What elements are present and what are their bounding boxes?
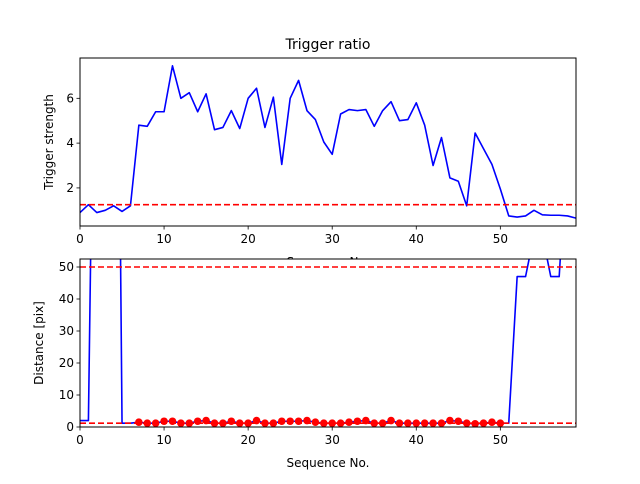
bottom-marker-point xyxy=(345,418,353,427)
top-x-tick-label: 0 xyxy=(76,232,84,246)
bottom-x-tick-label: 20 xyxy=(240,433,255,447)
bottom-x-tick-label: 50 xyxy=(493,433,508,447)
bottom-series xyxy=(80,259,576,427)
top-y-tick-label: 4 xyxy=(66,136,74,150)
bottom-x-tick-label: 30 xyxy=(325,433,340,447)
top-x-tick-label: 20 xyxy=(240,232,255,246)
top-ticks: 0 10 20 30 40 50 2 4 6 xyxy=(66,91,508,246)
bottom-plot-background xyxy=(80,259,576,427)
bottom-marker-point xyxy=(462,419,471,427)
top-x-tick-label: 30 xyxy=(325,232,340,246)
bottom-y-tick-label: 40 xyxy=(59,292,74,306)
bottom-panel: Distance [pix] Sequence No. 0 10 20 30 40 500… xyxy=(32,258,577,470)
bottom-x-axis-label: Sequence No. xyxy=(287,456,370,470)
top-x-tick-label: 10 xyxy=(156,232,171,246)
bottom-y-tick-label: 50 xyxy=(59,260,74,274)
top-x-tick-label: 50 xyxy=(493,232,508,246)
top-x-tick-label: 40 xyxy=(409,232,424,246)
top-series xyxy=(80,65,576,219)
top-panel: Trigger ratio Trigger strength Sequence … xyxy=(42,37,577,269)
top-y-tick-label: 6 xyxy=(66,91,74,105)
bottom-marker-point xyxy=(311,418,320,427)
top-y-axis-label: Trigger strength xyxy=(42,94,56,191)
bottom-x-tick-label: 40 xyxy=(409,433,424,447)
bottom-marker-point xyxy=(135,418,143,427)
top-y-tick-label: 2 xyxy=(66,181,74,195)
bottom-ticks: 0 10 20 30 40 50 0 10 20 30 40 50 xyxy=(59,260,508,447)
bottom-x-tick-label: 0 xyxy=(76,433,84,447)
bottom-marker-point xyxy=(370,419,379,427)
bottom-marker-point xyxy=(488,418,496,427)
bottom-x-tick-label: 10 xyxy=(156,433,171,447)
top-series-line xyxy=(80,65,576,219)
bottom-marker-point xyxy=(336,419,345,427)
bottom-marker-point xyxy=(471,420,479,427)
bottom-marker-point xyxy=(235,419,244,427)
bottom-y-axis-label: Distance [pix] xyxy=(32,301,46,385)
bottom-marker-point xyxy=(210,419,219,427)
bottom-y-tick-label: 0 xyxy=(66,420,74,434)
bottom-marker-point xyxy=(496,419,505,427)
bottom-y-tick-label: 20 xyxy=(59,356,74,370)
top-chart-title: Trigger ratio xyxy=(284,37,370,53)
bottom-marker-point xyxy=(479,419,488,427)
top-plot-frame xyxy=(79,57,577,227)
bottom-marker-point xyxy=(219,419,227,427)
bottom-y-tick-label: 30 xyxy=(59,324,74,338)
bottom-plot-frame xyxy=(79,258,577,428)
bottom-y-tick-label: 10 xyxy=(59,388,74,402)
bottom-marker-point xyxy=(244,419,252,427)
